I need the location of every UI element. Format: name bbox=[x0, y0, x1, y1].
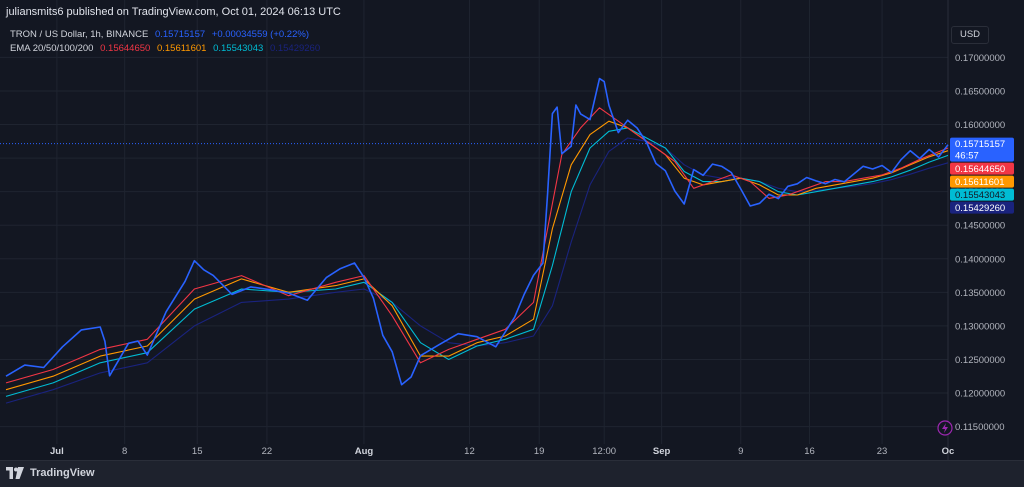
tradingview-brand: TradingView bbox=[30, 467, 95, 479]
time-tick-label: 15 bbox=[192, 446, 203, 457]
svg-text:0.15543043: 0.15543043 bbox=[955, 190, 1005, 201]
ema20-value: 0.15644650 bbox=[100, 43, 151, 54]
price-tick-label: 0.14000000 bbox=[955, 254, 1005, 265]
tradingview-logo[interactable]: TradingView bbox=[6, 467, 95, 479]
chart-grid bbox=[0, 0, 949, 460]
time-tick-label: Aug bbox=[355, 446, 374, 457]
series-line-ema-20 bbox=[5, 107, 949, 384]
series-line-ema-100 bbox=[5, 127, 949, 397]
time-tick-label: Oc bbox=[942, 446, 955, 457]
price-tick-label: 0.11500000 bbox=[955, 422, 1005, 433]
price-tick-label: 0.13000000 bbox=[955, 321, 1005, 332]
time-tick-label: 9 bbox=[738, 446, 743, 457]
ema-row[interactable]: EMA 20/50/100/200 0.15644650 0.15611601 … bbox=[10, 42, 324, 56]
series-line-ema-50 bbox=[5, 120, 949, 391]
price-tick-label: 0.17000000 bbox=[955, 53, 1005, 64]
time-tick-label: 12:00 bbox=[592, 446, 616, 457]
ema50-value: 0.15611601 bbox=[156, 43, 207, 54]
last-price-value: 0.15715157 bbox=[154, 29, 206, 40]
time-axis[interactable]: Jul 8 15 22 Aug 12 19 12:00 Sep 9 16 23 Oc bbox=[50, 446, 954, 457]
price-label-ema50: 0.15611601 bbox=[950, 175, 1014, 188]
replay-icon[interactable] bbox=[937, 420, 953, 436]
publisher-line: juliansmits6 published on TradingView.co… bbox=[6, 6, 341, 18]
time-tick-label: Jul bbox=[50, 446, 64, 457]
price-label-ema100: 0.15543043 bbox=[950, 188, 1014, 201]
price-tick-label: 0.14500000 bbox=[955, 221, 1005, 232]
footer-bar: TradingView bbox=[0, 460, 1024, 487]
svg-text:0.15715157: 0.15715157 bbox=[955, 139, 1005, 150]
time-tick-label: Sep bbox=[653, 446, 671, 457]
price-change-value: +0.00034559 (+0.22%) bbox=[211, 29, 309, 40]
price-axis[interactable]: 0.170000000.165000000.160000000.15500000… bbox=[955, 53, 1005, 433]
svg-text:0.15611601: 0.15611601 bbox=[955, 177, 1005, 188]
chart-legend: TRON / US Dollar, 1h, BINANCE 0.15715157… bbox=[10, 28, 324, 56]
price-label-ema200: 0.15429260 bbox=[950, 201, 1014, 214]
currency-button[interactable]: USD bbox=[951, 26, 989, 44]
time-tick-label: 12 bbox=[464, 446, 475, 457]
time-tick-label: 22 bbox=[262, 446, 273, 457]
ema100-value: 0.15543043 bbox=[213, 43, 264, 54]
svg-text:0.15644650: 0.15644650 bbox=[955, 164, 1005, 175]
chart-series bbox=[5, 77, 949, 404]
symbol-label[interactable]: TRON / US Dollar, 1h, BINANCE bbox=[10, 29, 149, 40]
svg-text:0.15429260: 0.15429260 bbox=[955, 203, 1005, 214]
price-tick-label: 0.12500000 bbox=[955, 355, 1005, 366]
price-tick-label: 0.16000000 bbox=[955, 120, 1005, 131]
tradingview-logo-icon bbox=[6, 467, 24, 479]
symbol-row[interactable]: TRON / US Dollar, 1h, BINANCE 0.15715157… bbox=[10, 28, 324, 42]
price-tick-label: 0.12000000 bbox=[955, 389, 1005, 400]
time-tick-label: 8 bbox=[122, 446, 127, 457]
ema-label[interactable]: EMA 20/50/100/200 bbox=[10, 43, 94, 54]
time-tick-label: 23 bbox=[877, 446, 888, 457]
series-line-tron-us-dollar bbox=[5, 77, 949, 386]
time-tick-label: 16 bbox=[804, 446, 815, 457]
price-label-ema20: 0.15644650 bbox=[950, 162, 1014, 175]
ema200-value: 0.15429260 bbox=[269, 43, 321, 54]
price-tick-label: 0.16500000 bbox=[955, 86, 1005, 97]
time-tick-label: 19 bbox=[534, 446, 545, 457]
price-tick-label: 0.13500000 bbox=[955, 288, 1005, 299]
svg-text:46:57: 46:57 bbox=[955, 151, 979, 162]
